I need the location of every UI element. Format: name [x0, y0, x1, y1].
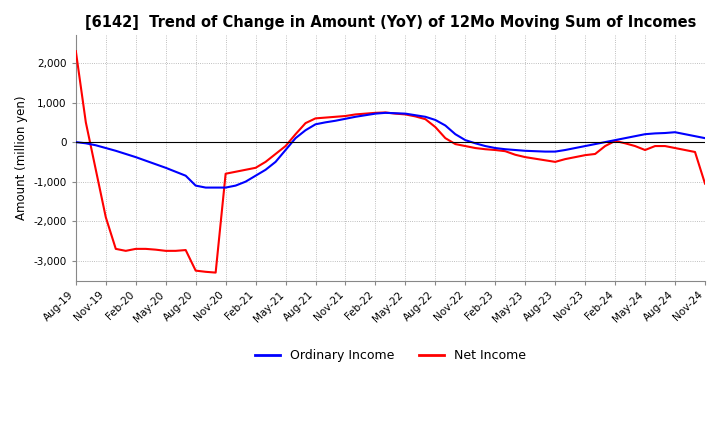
Net Income [391, 111, 400, 116]
Net Income [431, 125, 440, 130]
Legend: Ordinary Income, Net Income: Ordinary Income, Net Income [250, 345, 531, 367]
Ordinary Income [71, 139, 80, 145]
Net Income [491, 147, 500, 153]
Ordinary Income [202, 185, 210, 190]
Net Income [341, 114, 350, 119]
Ordinary Income [341, 116, 350, 121]
Net Income [71, 48, 80, 54]
Net Income [212, 270, 220, 275]
Net Income [481, 147, 490, 152]
Ordinary Income [381, 110, 390, 115]
Title: [6142]  Trend of Change in Amount (YoY) of 12Mo Moving Sum of Incomes: [6142] Trend of Change in Amount (YoY) o… [85, 15, 696, 30]
Net Income [151, 247, 160, 252]
Y-axis label: Amount (million yen): Amount (million yen) [15, 95, 28, 220]
Ordinary Income [151, 161, 160, 167]
Line: Ordinary Income: Ordinary Income [76, 113, 705, 187]
Ordinary Income [501, 147, 510, 152]
Ordinary Income [441, 123, 450, 128]
Ordinary Income [401, 111, 410, 116]
Ordinary Income [491, 145, 500, 150]
Line: Net Income: Net Income [76, 51, 705, 273]
Net Income [701, 181, 709, 186]
Ordinary Income [701, 136, 709, 141]
